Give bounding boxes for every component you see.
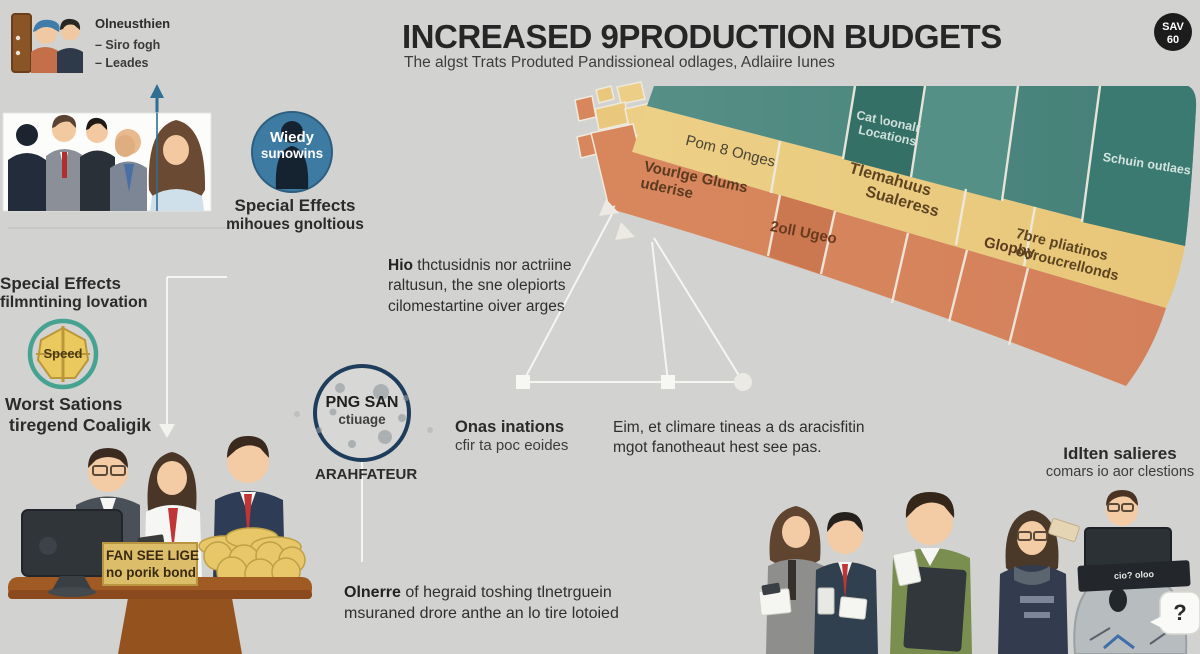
png-san-badge (294, 364, 433, 462)
person-silhouette-icon (275, 121, 309, 189)
right-person-scarf-glasses (998, 510, 1080, 654)
photo-person-woman (148, 120, 206, 211)
legend-item-1: – Siro fogh (95, 38, 161, 52)
onas-line2: cfir ta poc eoides (455, 437, 569, 454)
hio-text-block: Hio thctusidnis nor actriine raltusun, t… (388, 256, 572, 317)
olnerre-text-block: Olnerre of hegraid toshing tlnetrguein m… (344, 582, 619, 624)
legend-item-2: – Leades (95, 56, 149, 70)
funnel-fan-chart (574, 81, 1197, 386)
onas-line1: Onas inations (455, 418, 565, 436)
right-person-woman-coat (758, 506, 826, 654)
hio-line3: cilomestartine oiver arges (388, 297, 565, 315)
question-bubble (1150, 591, 1200, 635)
fan-see-sign (102, 542, 198, 586)
door-people-illustration (11, 13, 83, 73)
png-line2: ctiuage (338, 412, 386, 427)
photo-person-dark-suit (80, 117, 115, 211)
png-badge-text: PNG SAN ctiuage (312, 394, 412, 427)
effects-line2: filmntining lovation (0, 294, 148, 311)
page-title: INCREASED 9PRODUCTION BUDGETS (402, 18, 1002, 55)
eim-line1: Eim, et climare tineas a ds aracisfitin (613, 419, 865, 436)
speed-badge (27, 318, 99, 390)
hio-bold: Hio (388, 257, 413, 274)
idlten-text-block: Idlten salieres comars io aor clestions (1040, 444, 1200, 480)
wiedy-badge-text: Wiedy sunowins (252, 129, 332, 162)
door-icon (11, 13, 32, 73)
desk-scene-illustration (8, 436, 312, 654)
sav-badge-line1: SAV (1162, 21, 1184, 33)
desk-sign-text: FAN SEE LIGE no porik bond (106, 548, 200, 582)
idlten-line1: Idlten salieres (1063, 444, 1177, 463)
idlten-line2: comars io aor clestions (1045, 464, 1195, 480)
eim-line2: mgot fanotheaut hest see pas. (613, 439, 822, 457)
worst-line2: tiregend Coaligik (9, 415, 151, 435)
person-dark-suit-icon (57, 18, 83, 73)
arahfateur-caption: ARAHFATEUR (315, 466, 418, 483)
funnel-segment-2oll (768, 195, 835, 274)
connector-lines (8, 213, 744, 562)
olnerre-line2: msuraned drore anthe an lo tire lotoied (344, 605, 619, 623)
hio-line2: raltusun, the sne olepiorts (388, 277, 566, 295)
funnel-segment-right-teal (1082, 86, 1197, 246)
olnerre-bold: Olnerre (344, 584, 401, 601)
question-bubble-label: ? (1173, 600, 1187, 625)
sign-line2: no porik bond (106, 564, 196, 580)
funnel-segment-cat-locations (843, 86, 925, 177)
effects-line1: Special Effects (0, 274, 121, 293)
photo-person-back-dark (8, 124, 46, 211)
funnel-band-bottom (614, 152, 1166, 386)
page-subtitle: The algst Trats Produted Pandissioneal o… (404, 54, 835, 71)
photo-person-gray-suit (46, 114, 84, 211)
right-person-green-sweater (890, 492, 972, 654)
caption-line2: mihoues gnoltious (226, 216, 364, 233)
bubbles-decoration (294, 383, 433, 448)
hio-line1: Hio thctusidnis nor actriine (388, 256, 572, 276)
person-orange-shirt-icon (31, 19, 60, 73)
sav-badge-line2: 60 (1166, 33, 1180, 46)
top-left-legend: Olneusthien – Siro fogh – Leades (95, 16, 170, 70)
wiedy-line1: Wiedy (269, 129, 315, 146)
robot-head-illustration (1073, 560, 1191, 654)
png-line1: PNG SAN (325, 394, 399, 411)
funnel-band-middle (632, 106, 1185, 308)
caption-line1: Special Effects (234, 196, 356, 215)
funnel-dividers (766, 85, 1102, 346)
olnerre-line1: Olnerre of hegraid toshing tlnetrguein (344, 582, 619, 603)
worst-line1: Worst Sations (5, 394, 123, 414)
arrowhead-to-funnel-2 (615, 222, 635, 240)
left-block-effects: Special Effects filmntining lovation (0, 274, 148, 312)
eim-text-block: Eim, et climare tineas a ds aracisfitin … (613, 418, 865, 459)
onas-text-block: Onas inations cfir ta poc eoides (455, 418, 568, 454)
arrowhead-to-funnel-1 (599, 199, 619, 216)
sign-line1: FAN SEE LIGE (106, 548, 200, 563)
down-arrowhead (159, 424, 175, 438)
right-people-illustration (758, 490, 1200, 654)
group-photo-illustration (2, 112, 212, 212)
wiedy-badge (251, 111, 333, 193)
funnel-segment-mid-teal (911, 86, 1018, 201)
wiedy-line2: sunowins (260, 146, 324, 162)
olnerre-rest1: of hegraid toshing tlnetrguein (400, 584, 612, 601)
connector-nodes (159, 199, 752, 438)
left-block-worst: Worst Sations tiregend Coaligik (5, 394, 151, 436)
speed-badge-label: Speed (43, 346, 83, 361)
hio-rest1: thctusidnis nor actriine (412, 257, 572, 274)
sav-badge-circle (1154, 13, 1192, 51)
special-effects-caption: Special Effects mihoues gnoltious (215, 196, 375, 234)
right-person-suit-man (814, 512, 878, 654)
photo-person-covering-face (110, 129, 147, 211)
legend-title: Olneusthien (95, 16, 171, 31)
monitor (21, 509, 123, 597)
sav-badge: SAV 60 (1153, 21, 1193, 46)
